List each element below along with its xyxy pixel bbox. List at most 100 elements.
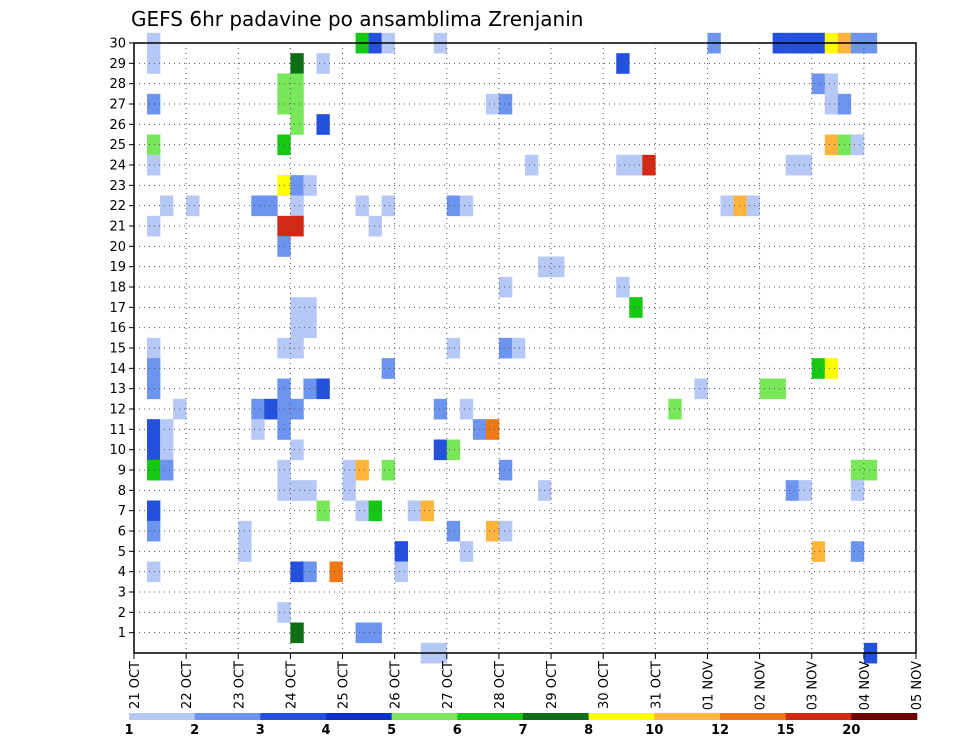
precip-cell [863,459,878,481]
precip-cell [850,480,865,501]
precip-cell [759,378,773,400]
x-tick-label: 25 OCT [337,661,352,709]
y-tick-label: 6 [118,525,126,540]
precip-cell [459,195,474,217]
precip-cell [616,53,630,74]
precip-cell [160,439,174,461]
precip-cell [147,215,161,237]
y-tick-label: 24 [109,159,126,174]
precip-cell [498,337,513,359]
y-tick-label: 23 [109,179,126,194]
precip-cell [616,276,630,298]
precip-cell [355,195,369,217]
precip-cell [459,398,474,420]
precip-cell [824,73,839,95]
precip-cell [446,337,461,359]
precip-cell [616,154,630,176]
precip-cell [720,195,734,217]
colorbar-label: 8 [584,723,593,738]
colorbar-label: 6 [453,723,462,738]
precip-cell [381,195,395,217]
colorbar-label: 1 [124,723,133,738]
x-tick-label: 27 OCT [441,661,456,709]
precip-cell [264,398,278,420]
precip-cell [290,439,304,461]
y-tick-label: 17 [109,301,126,316]
x-tick-label: 03 NOV [806,661,821,710]
colorbar-segment [851,713,918,720]
x-tick-label: 02 NOV [754,661,769,710]
precip-cell [290,53,304,74]
precip-cell [485,419,500,440]
y-tick-label: 7 [118,504,126,519]
precip-cell [485,93,500,115]
precip-cell [147,520,161,542]
y-tick-label: 21 [109,220,126,235]
precip-cell [446,439,461,461]
chart-title: GEFS 6hr padavine po ansamblima Zrenjani… [131,7,583,31]
precip-cell [290,398,304,420]
colorbar-label: 12 [711,723,729,738]
grid-lines [134,43,916,653]
precip-cell [147,419,161,440]
y-tick-label: 10 [109,443,126,458]
precip-cell [316,378,330,400]
y-tick-label: 1 [118,626,126,641]
precip-cell [290,297,304,318]
precip-cell [824,358,839,379]
y-tick-label: 22 [109,199,126,214]
colorbar-segment [326,713,392,720]
precip-cell [147,134,161,156]
precip-cell [147,500,161,522]
precip-cell [381,459,395,481]
precip-cell [147,439,161,461]
precip-cell [160,419,174,440]
y-tick-label: 29 [109,57,126,72]
precip-cell [811,73,826,95]
y-tick-label: 15 [109,342,126,357]
precip-cell [290,73,304,95]
precip-cell [316,114,330,135]
colorbar: 1 2 3 4 5 6 7 8 10 12 15 20 [124,713,918,738]
x-tick-label: 01 NOV [701,661,716,710]
colorbar-label: 3 [256,723,265,738]
precip-cell [290,337,304,359]
precip-cell [160,195,174,217]
precip-cell [798,480,813,501]
precip-cell [290,215,304,237]
precip-cell [850,459,865,481]
precip-cell [147,561,161,583]
precip-cell [733,195,747,217]
precip-cell [186,195,200,217]
precip-cell [290,114,304,135]
y-tick-label: 28 [109,77,126,92]
precip-cell [433,398,448,420]
precip-cell [290,561,304,583]
y-tick-label: 13 [109,382,126,397]
precip-cell [525,154,539,176]
precip-cell [303,297,317,318]
precip-cell [316,500,330,522]
precip-cell [303,175,317,196]
precip-cell [251,398,265,420]
precip-cell [394,541,408,562]
precip-cell [290,195,304,217]
precip-cell [303,378,317,400]
x-tick-label: 26 OCT [389,661,404,709]
precip-cell [551,256,565,278]
y-tick-label: 4 [118,565,126,580]
colorbar-label: 15 [777,723,795,738]
precip-cell [785,154,799,176]
x-tick-label: 24 OCT [284,661,299,709]
y-tick-label: 26 [109,118,126,133]
y-tick-label: 8 [118,484,126,499]
precip-cell [629,154,643,176]
precip-cell [316,53,330,74]
colorbar-label: 7 [518,723,527,738]
precip-cell [355,622,369,644]
precip-cell [290,480,304,501]
precip-cell [694,378,708,400]
precip-cell [668,398,682,420]
precip-cell [459,541,474,562]
